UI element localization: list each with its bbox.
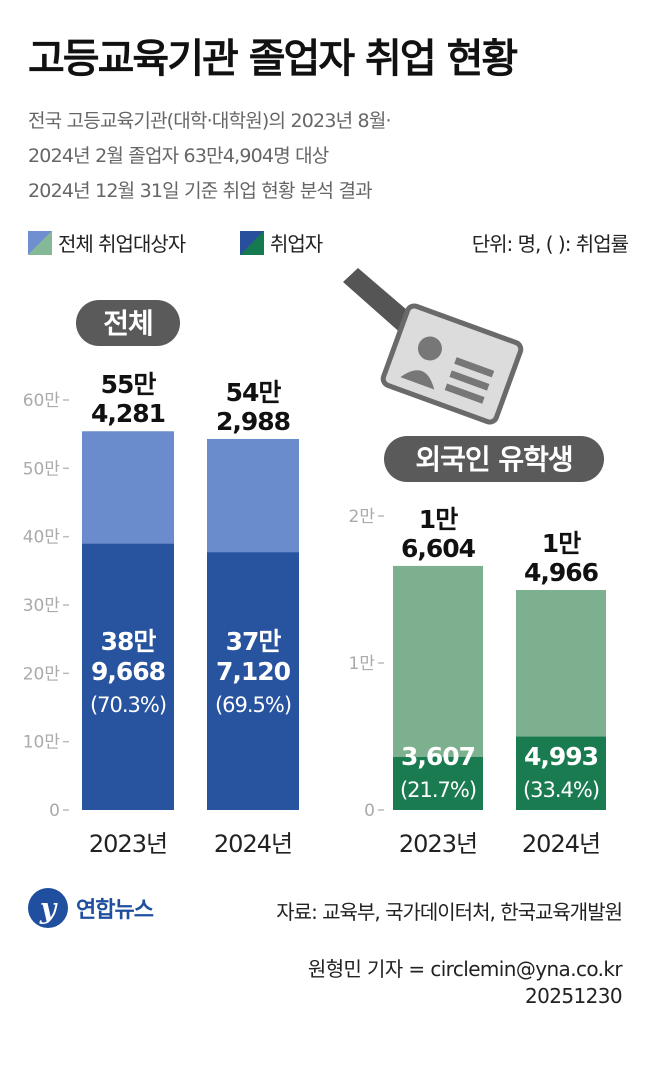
y-tick-label: 30만 [23, 596, 61, 616]
employed-value-label: 37만 [226, 627, 282, 656]
legend: 전체 취업대상자 취업자 단위: 명, ( ): 취업률 [28, 228, 629, 258]
logo: y 연합뉴스 [28, 888, 154, 928]
yonhap-logo-icon: y [28, 888, 68, 928]
employed-value-label: 4,993 [524, 742, 598, 771]
legend-item-employed: 취업자 [240, 228, 323, 257]
logo-text: 연합뉴스 [76, 898, 154, 923]
subtitle-line: 2024년 2월 졸업자 63만4,904명 대상 [28, 145, 329, 167]
total-value-label: 54만 [226, 378, 282, 407]
subtitle-line: 2024년 12월 31일 기준 취업 현황 분석 결과 [28, 180, 373, 202]
total-value-label: 55만 [101, 370, 157, 399]
panel-title: 전체 [103, 307, 153, 340]
total-value-label: 4,966 [524, 558, 599, 587]
employment-rate-label: (69.5%) [215, 693, 291, 717]
x-category-label: 2023년 [89, 830, 167, 858]
legend-swatch-total [28, 230, 52, 255]
y-tick-label: 2만 [349, 507, 376, 527]
publish-date: 20251230 [525, 984, 623, 1008]
y-tick-label: 0 [49, 801, 60, 821]
y-tick-label: 20만 [23, 664, 61, 684]
page-title: 고등교육기관 졸업자 취업 현황 [28, 36, 518, 82]
employed-value-label: 3,607 [401, 742, 475, 771]
y-tick-label: 50만 [23, 459, 61, 479]
total-value-label: 2,988 [216, 407, 290, 436]
x-category-label: 2024년 [214, 830, 292, 858]
x-category-label: 2024년 [522, 830, 600, 858]
employment-rate-label: (33.4%) [523, 778, 599, 802]
source-note: 자료: 교육부, 국가데이터처, 한국교육개발원 [276, 900, 623, 924]
legend-item-total: 전체 취업대상자 [28, 228, 186, 257]
total-value-label: 6,604 [401, 534, 476, 563]
total-value-label: 1만 [542, 529, 581, 558]
unit-note: 단위: 명, ( ): 취업률 [471, 232, 629, 256]
employed-value-label: 38만 [101, 627, 157, 656]
y-tick-label: 60만 [23, 391, 61, 411]
id-badge-icon [343, 268, 524, 425]
bar-employed [82, 543, 174, 810]
bar-employed [393, 756, 483, 810]
panel-title-pill [384, 436, 604, 482]
employment-rate-label: (21.7%) [400, 778, 476, 802]
total-value-label: 1만 [419, 505, 458, 534]
employed-value-label: 7,120 [216, 657, 291, 686]
legend-label-total: 전체 취업대상자 [58, 232, 186, 256]
subtitle: 전국 고등교육기관(대학·대학원)의 2023년 8월· 2024년 2월 졸업… [28, 104, 628, 209]
subtitle-line: 전국 고등교육기관(대학·대학원)의 2023년 8월· [28, 110, 392, 132]
reporter-credit: 원형민 기자 = circlemin@yna.co.kr [307, 957, 623, 981]
legend-swatch-employed [240, 230, 264, 255]
bar-employed [516, 736, 606, 810]
x-category-label: 2023년 [399, 830, 477, 858]
panel-title-pill [76, 300, 180, 346]
y-tick-label: 40만 [23, 528, 61, 548]
panel-title: 외국인 유학생 [415, 443, 572, 476]
y-tick-label: 10만 [23, 733, 61, 753]
total-value-label: 4,281 [91, 399, 165, 428]
bar-employed [207, 552, 299, 810]
employed-value-label: 9,668 [91, 657, 165, 686]
y-tick-label: 0 [364, 801, 375, 821]
legend-label-employed: 취업자 [270, 232, 323, 256]
credit: 원형민 기자 = circlemin@yna.co.kr 20251230 [307, 956, 623, 1010]
y-tick-label: 1만 [349, 654, 376, 674]
employment-rate-label: (70.3%) [90, 693, 166, 717]
